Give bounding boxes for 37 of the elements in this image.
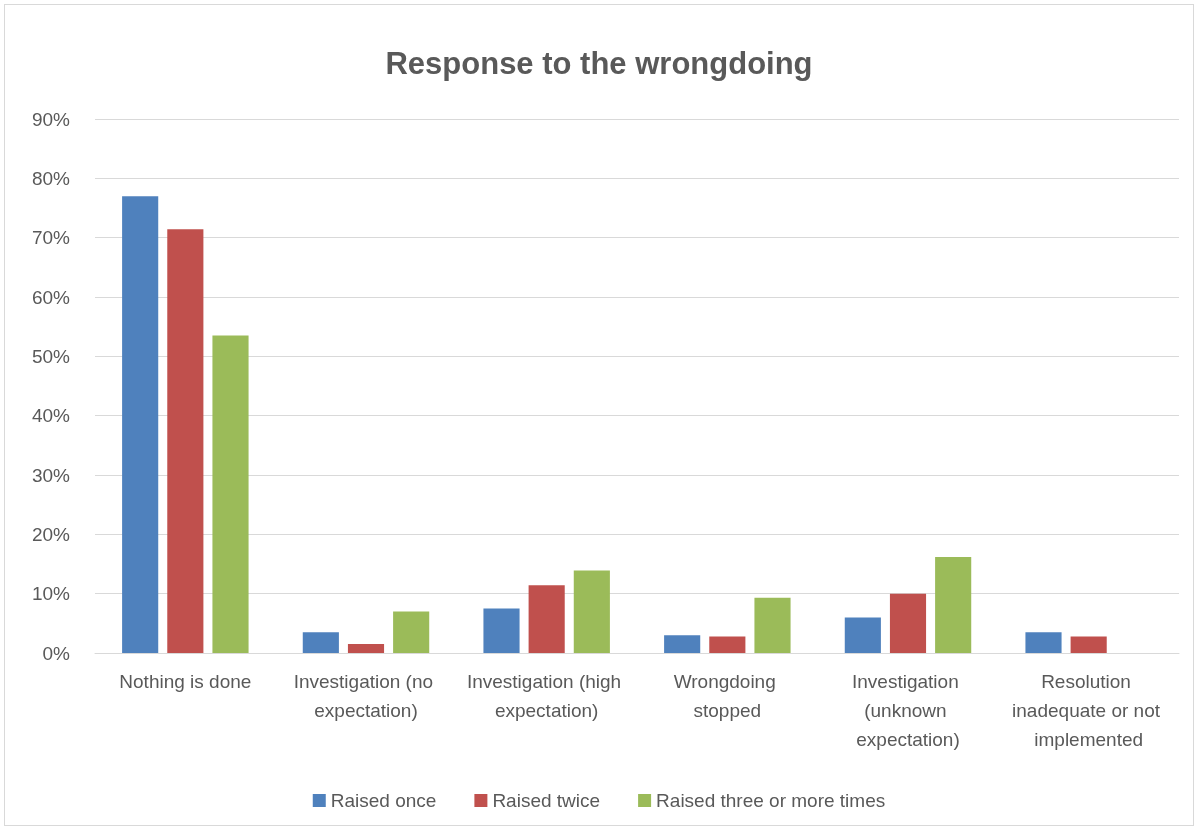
bar — [1025, 632, 1062, 653]
chart-title: Response to the wrongdoing — [385, 46, 813, 81]
bar — [754, 597, 791, 653]
y-tick-label: 10% — [31, 583, 71, 605]
x-tick-label: Resolution inadequate or not implemented — [1012, 671, 1166, 750]
x-tick-label: Investigation (unknown expectation) — [852, 671, 964, 750]
bar — [483, 608, 520, 653]
y-tick-label: 80% — [31, 167, 71, 189]
legend-label: Raised three or more times — [656, 790, 886, 811]
x-tick-label: Wrongdoing stopped — [673, 671, 782, 721]
legend-label: Raised twice — [492, 790, 601, 811]
bar — [709, 636, 746, 653]
y-tick-label: 70% — [31, 227, 71, 249]
x-tick-label: Investigation (high expectation) — [466, 671, 627, 721]
bar — [889, 593, 927, 653]
bar — [844, 617, 881, 653]
bar — [573, 570, 610, 653]
y-tick-label: 50% — [31, 345, 71, 367]
x-tick-label: Investigation (no expectation) — [293, 671, 439, 721]
y-tick-label: 60% — [31, 286, 71, 308]
bar — [935, 556, 972, 653]
y-tick-label: 90% — [31, 108, 71, 130]
bar — [1070, 636, 1107, 653]
bar — [393, 611, 430, 653]
y-tick-label: 20% — [31, 523, 71, 545]
bar — [347, 644, 385, 653]
y-tick-label: 40% — [31, 405, 71, 427]
bar — [167, 229, 204, 653]
bar — [528, 585, 565, 653]
legend-label: Raised once — [330, 790, 437, 811]
bar — [664, 635, 701, 653]
y-tick-label: 30% — [31, 464, 71, 486]
bar — [302, 632, 339, 653]
x-tick-label: Nothing is done — [119, 671, 252, 692]
y-tick-label: 0% — [42, 642, 71, 664]
bar — [122, 196, 159, 653]
bar — [212, 335, 249, 653]
